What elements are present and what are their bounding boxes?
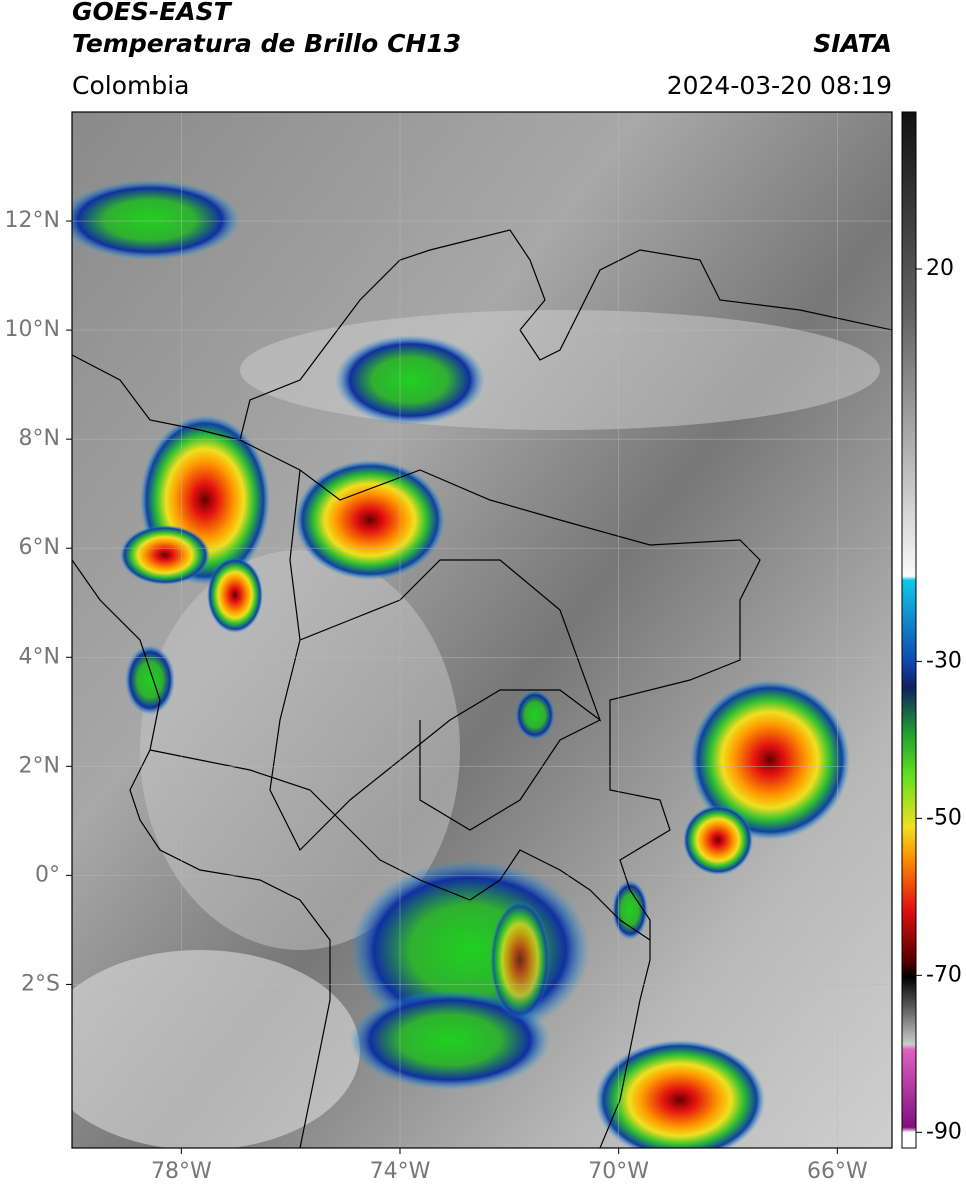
storm — [612, 880, 648, 940]
storm — [690, 680, 850, 840]
imagery — [72, 112, 892, 1148]
cloud — [72, 950, 360, 1148]
region: Colombia — [72, 71, 189, 100]
cloud — [240, 310, 880, 430]
subtitle: Temperatura de Brillo CH13 — [72, 29, 461, 58]
colorbar-label: -70 — [926, 962, 962, 987]
storm — [125, 645, 175, 715]
colorbar-label: -90 — [926, 1119, 962, 1144]
graticule — [72, 112, 892, 1148]
colorbar — [901, 111, 917, 1149]
lon-label: 78°W — [151, 1159, 212, 1184]
cloud — [140, 550, 460, 950]
map-frame — [71, 111, 893, 1149]
lat-label: 8°N — [19, 426, 60, 451]
country-border — [239, 439, 761, 1148]
storm — [120, 525, 210, 585]
storm — [72, 180, 240, 260]
region-border — [269, 469, 602, 852]
country-border — [149, 749, 651, 941]
storm — [683, 805, 753, 875]
storm — [595, 1040, 765, 1148]
storm — [490, 900, 550, 1020]
source: SIATA — [813, 29, 892, 58]
title: GOES-EAST — [72, 0, 233, 26]
lat-label: 4°N — [19, 644, 60, 669]
coastline — [72, 559, 331, 1148]
lat-label: 12°N — [5, 208, 60, 233]
timestamp: 2024-03-20 08:19 — [667, 71, 892, 100]
storm — [295, 460, 445, 580]
lat-label: 6°N — [19, 535, 60, 560]
lon-label: 70°W — [588, 1159, 649, 1184]
coastline — [72, 229, 892, 441]
lon-label: 66°W — [807, 1159, 868, 1184]
lat-label: 2°S — [21, 971, 60, 996]
storm — [335, 335, 485, 425]
storm — [515, 690, 555, 740]
lat-label: 0° — [35, 862, 60, 887]
lon-label: 74°W — [370, 1159, 431, 1184]
lat-label: 10°N — [5, 317, 60, 342]
region-border — [419, 719, 601, 831]
storm — [207, 557, 263, 633]
colorbar-label: 20 — [926, 256, 954, 281]
colorbar-label: -30 — [926, 648, 962, 673]
colorbar-label: -50 — [926, 805, 962, 830]
lat-label: 2°N — [19, 753, 60, 778]
